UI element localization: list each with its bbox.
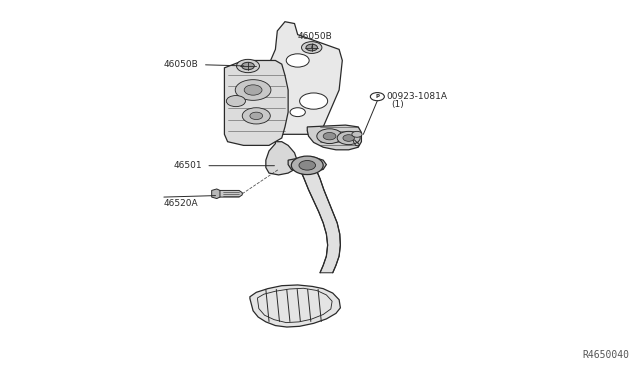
Polygon shape <box>212 189 220 199</box>
Circle shape <box>237 60 259 73</box>
Polygon shape <box>225 61 288 145</box>
Polygon shape <box>301 171 340 273</box>
Text: 46501: 46501 <box>173 161 275 170</box>
Polygon shape <box>250 285 340 327</box>
Polygon shape <box>307 125 362 150</box>
Circle shape <box>250 112 262 119</box>
Text: 46050B: 46050B <box>164 60 244 69</box>
Text: 46050B: 46050B <box>298 32 332 48</box>
Text: 46520A: 46520A <box>164 199 198 208</box>
Circle shape <box>299 161 316 170</box>
Circle shape <box>317 129 342 144</box>
Text: R4650040: R4650040 <box>582 350 629 359</box>
Circle shape <box>290 108 305 116</box>
Polygon shape <box>216 190 243 197</box>
Circle shape <box>286 54 309 67</box>
Circle shape <box>343 135 355 141</box>
Circle shape <box>236 80 271 100</box>
Polygon shape <box>266 142 298 175</box>
Circle shape <box>300 93 328 109</box>
Circle shape <box>352 131 362 137</box>
Text: (1): (1) <box>392 100 404 109</box>
Circle shape <box>242 62 254 70</box>
Circle shape <box>227 96 246 107</box>
Circle shape <box>243 108 270 124</box>
Circle shape <box>244 85 262 95</box>
Polygon shape <box>288 157 326 172</box>
Circle shape <box>301 42 322 54</box>
Text: P: P <box>375 94 380 99</box>
Circle shape <box>337 131 360 145</box>
Circle shape <box>306 44 317 51</box>
Circle shape <box>323 132 336 140</box>
Circle shape <box>291 156 323 174</box>
Text: 00923-1081A: 00923-1081A <box>387 92 447 101</box>
Polygon shape <box>264 22 342 134</box>
